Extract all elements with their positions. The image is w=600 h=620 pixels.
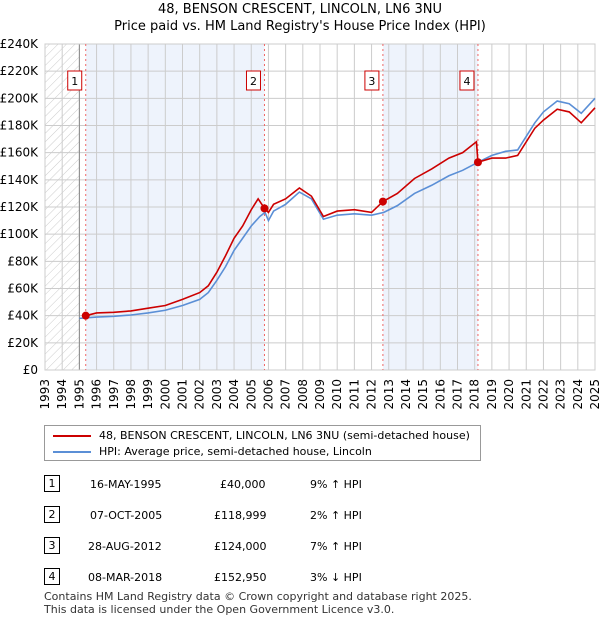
- y-tick-label: £20K: [7, 336, 39, 350]
- footer-copyright: Contains HM Land Registry data © Crown c…: [44, 590, 472, 603]
- x-tick-label: 2004: [227, 379, 241, 410]
- sale-hpi: 2% ↑ HPI: [310, 509, 362, 522]
- price-chart: 1993 1994 1995 1996 1997 1998 1999 2000 2001 2002…: [0, 37, 600, 410]
- sale-label: 2: [250, 75, 257, 88]
- legend-swatch-hpi: [53, 450, 91, 453]
- sale-hpi: 3% ↓ HPI: [310, 571, 362, 584]
- x-tick-label: 2007: [279, 379, 293, 410]
- x-tick-label: 2020: [502, 379, 516, 410]
- x-tick-label: 1994: [55, 379, 69, 410]
- sale-hpi: 7% ↑ HPI: [310, 540, 362, 553]
- sale-date: 16-MAY-1995: [90, 478, 162, 491]
- y-tick-label: £120K: [0, 200, 39, 214]
- x-tick-label: 2019: [485, 379, 499, 410]
- sale-point: [260, 204, 269, 213]
- sale-label-box: [364, 70, 380, 91]
- sale-price: £118,999: [214, 509, 267, 522]
- sale-number: 2: [44, 506, 60, 523]
- x-tick-label: 2010: [330, 379, 344, 410]
- sale-label: 4: [463, 75, 470, 88]
- x-tick-label: 1995: [72, 379, 86, 410]
- x-tick-label: 2018: [468, 379, 482, 410]
- footer-licence: This data is licensed under the Open Gov…: [44, 603, 395, 616]
- sale-point: [473, 158, 482, 167]
- chart-title: 48, BENSON CRESCENT, LINCOLN, LN6 3NU: [157, 2, 443, 17]
- x-tick-label: 2002: [193, 379, 207, 410]
- sale-hpi: 9% ↑ HPI: [310, 478, 362, 491]
- sale-point: [378, 197, 387, 206]
- x-tick-label: 2023: [554, 379, 568, 410]
- sale-number: 4: [44, 568, 60, 585]
- y-tick-label: £100K: [0, 227, 39, 241]
- plot-frame: [44, 43, 596, 371]
- x-tick-label: 2008: [296, 379, 310, 410]
- legend-swatch-price: [53, 434, 91, 437]
- x-tick-label: 2003: [210, 379, 224, 410]
- x-tick-label: 1999: [141, 379, 155, 410]
- y-tick-label: £160K: [0, 146, 39, 160]
- x-tick-label: 2022: [536, 379, 550, 410]
- x-tick-label: 2016: [433, 379, 447, 410]
- x-tick-label: 1997: [107, 379, 121, 410]
- x-tick-label: 1993: [38, 379, 52, 410]
- footer: Contains HM Land Registry data © Crown c…: [44, 590, 472, 616]
- sale-label-box: [459, 70, 475, 91]
- legend-row-hpi: HPI: Average price, semi-detached house,…: [53, 445, 470, 458]
- x-tick-label: 2001: [176, 379, 190, 410]
- x-tick-label: 1998: [124, 379, 138, 410]
- sale-date: 08-MAR-2018: [88, 571, 163, 584]
- table-row: 1 16-MAY-1995 £40,000 9% ↑ HPI: [44, 475, 544, 493]
- x-tick-label: 2000: [158, 379, 172, 410]
- sale-price: £40,000: [220, 478, 266, 491]
- x-tick-label: 2006: [261, 379, 275, 410]
- y-tick-label: £180K: [0, 119, 39, 133]
- series-line: [85, 107, 596, 317]
- y-tick-label: £60K: [7, 282, 39, 296]
- x-tick-label: 2011: [347, 379, 361, 410]
- legend-label-hpi: HPI: Average price, semi-detached house,…: [99, 445, 372, 458]
- x-tick-label: 2015: [416, 379, 430, 410]
- x-tick-label: 2005: [244, 379, 258, 410]
- x-tick-label: 2025: [588, 379, 600, 410]
- table-row: 4 08-MAR-2018 £152,950 3% ↓ HPI: [44, 568, 544, 586]
- chart-subtitle: Price paid vs. HM Land Registry's House …: [114, 19, 486, 34]
- sale-label: 1: [71, 75, 78, 88]
- y-tick-label: £220K: [0, 64, 39, 78]
- x-tick-label: 2013: [382, 379, 396, 410]
- x-tick-label: 2021: [519, 379, 533, 410]
- sale-date: 07-OCT-2005: [90, 509, 163, 522]
- legend-label-price: 48, BENSON CRESCENT, LINCOLN, LN6 3NU (s…: [99, 429, 470, 442]
- y-tick-label: £240K: [0, 37, 39, 51]
- x-tick-label: 2014: [399, 379, 413, 410]
- y-tick-label: £0: [23, 363, 38, 377]
- table-row: 3 28-AUG-2012 £124,000 7% ↑ HPI: [44, 537, 544, 555]
- y-tick-label: £140K: [0, 173, 39, 187]
- y-tick-label: £200K: [0, 91, 39, 105]
- sale-price: £152,950: [214, 571, 267, 584]
- y-tick-label: £80K: [7, 254, 39, 268]
- x-tick-label: 2017: [451, 379, 465, 410]
- legend: 48, BENSON CRESCENT, LINCOLN, LN6 3NU (s…: [44, 425, 481, 461]
- sale-label: 3: [368, 75, 375, 88]
- y-tick-label: £40K: [7, 309, 39, 323]
- legend-row-price: 48, BENSON CRESCENT, LINCOLN, LN6 3NU (s…: [53, 429, 470, 442]
- series-line: [79, 97, 596, 320]
- sale-price: £124,000: [214, 540, 267, 553]
- sale-point: [81, 311, 90, 320]
- sale-number: 1: [44, 475, 60, 492]
- x-tick-label: 2024: [571, 379, 585, 410]
- sale-date: 28-AUG-2012: [88, 540, 162, 553]
- x-tick-label: 2009: [313, 379, 327, 410]
- sale-label-box: [245, 70, 261, 91]
- table-row: 2 07-OCT-2005 £118,999 2% ↑ HPI: [44, 506, 544, 524]
- x-tick-label: 2012: [365, 379, 379, 410]
- sale-number: 3: [44, 537, 60, 554]
- sale-label-box: [67, 70, 83, 91]
- x-tick-label: 1996: [90, 379, 104, 410]
